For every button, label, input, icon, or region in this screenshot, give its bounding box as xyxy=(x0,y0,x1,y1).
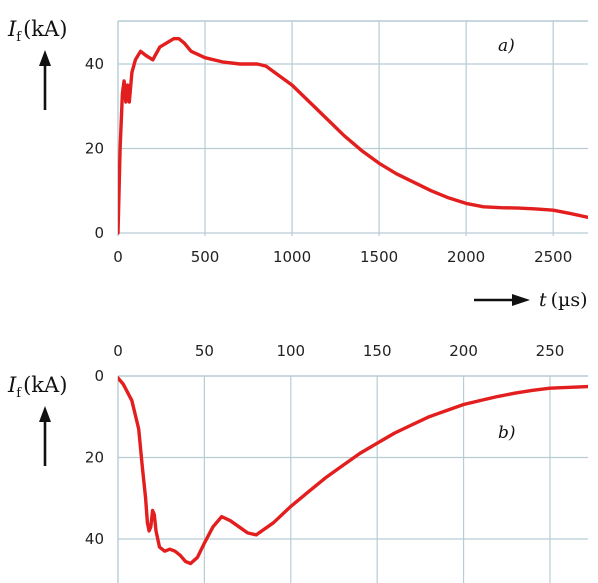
x-tick-label-b: 100 xyxy=(276,342,305,360)
y-tick-label-a: 0 xyxy=(94,224,104,242)
x-tick-labels-a: 0 500 1000 1500 2000 2500 xyxy=(113,248,572,266)
x-tick-label-a: 2500 xyxy=(534,248,572,266)
x-tick-label-b: 250 xyxy=(536,342,565,360)
series-line-b xyxy=(118,376,588,566)
y-axis-title-b: If(kA) xyxy=(7,373,67,401)
x-tick-label-b: 200 xyxy=(449,342,478,360)
y-unit-a: (kA) xyxy=(23,17,67,41)
y-arrow-a xyxy=(39,50,51,110)
grid-a xyxy=(118,21,588,236)
y-tick-labels-a: 0 20 40 xyxy=(85,55,104,242)
x-tick-label-a: 2000 xyxy=(447,248,485,266)
x-tick-label-a: 1500 xyxy=(360,248,398,266)
y-tick-label-b: 0 xyxy=(94,367,104,385)
series-line-a xyxy=(118,37,588,235)
panel-label-b: b) xyxy=(498,423,516,443)
y-subscript-a: f xyxy=(16,30,22,45)
y-tick-label-a: 40 xyxy=(85,55,104,73)
y-arrow-b xyxy=(39,406,51,466)
y-unit-b: (kA) xyxy=(23,373,67,397)
x-axis-title: t (µs) xyxy=(539,289,588,311)
x-tick-label-b: 150 xyxy=(363,342,392,360)
x-tick-label-b: 0 xyxy=(113,342,123,360)
chart-b: 0 50 100 150 200 250 0 20 40 b) If(kA) xyxy=(7,342,588,583)
y-axis-title-a: If(kA) xyxy=(7,17,67,45)
x-arrow xyxy=(474,294,530,306)
y-symbol-a: I xyxy=(7,17,17,41)
x-symbol: t xyxy=(539,289,547,311)
x-tick-label-b: 50 xyxy=(195,342,214,360)
chart-a: 0 500 1000 1500 2000 2500 0 20 40 a) If(kA) t (µ… xyxy=(7,17,588,311)
grid-b xyxy=(118,376,588,583)
x-tick-label-a: 0 xyxy=(113,248,123,266)
y-tick-labels-b: 0 20 40 xyxy=(85,367,104,548)
x-unit: (µs) xyxy=(551,289,588,311)
y-symbol-b: I xyxy=(7,373,17,397)
y-tick-label-b: 40 xyxy=(85,530,104,548)
y-subscript-b: f xyxy=(16,386,22,401)
y-tick-label-b: 20 xyxy=(85,449,104,467)
x-tick-label-a: 1000 xyxy=(273,248,311,266)
y-tick-label-a: 20 xyxy=(85,140,104,158)
panel-label-a: a) xyxy=(498,36,515,56)
x-tick-label-a: 500 xyxy=(191,248,220,266)
x-tick-labels-b: 0 50 100 150 200 250 xyxy=(113,342,564,360)
